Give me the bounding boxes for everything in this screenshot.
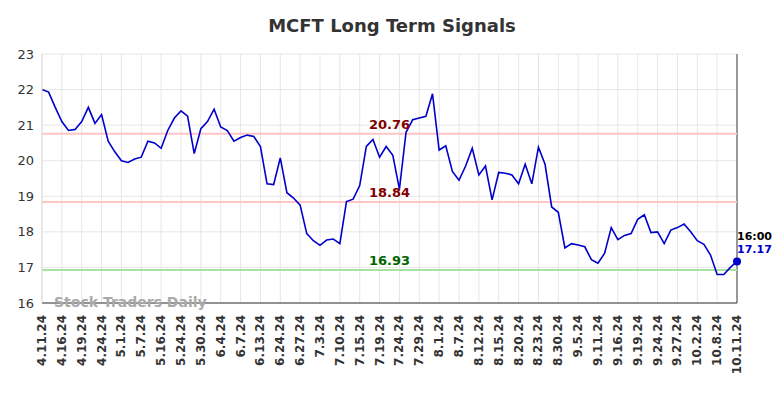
svg-text:4.11.24: 4.11.24	[35, 315, 49, 366]
svg-text:4.24.24: 4.24.24	[95, 315, 109, 366]
svg-text:18.84: 18.84	[369, 185, 410, 200]
svg-text:23: 23	[17, 47, 34, 62]
svg-text:7.29.24: 7.29.24	[412, 315, 426, 366]
svg-text:16.93: 16.93	[369, 253, 410, 268]
svg-text:7.3.24: 7.3.24	[313, 315, 327, 358]
svg-text:9.16.24: 9.16.24	[611, 315, 625, 366]
svg-text:6.13.24: 6.13.24	[253, 315, 267, 366]
svg-text:7.24.24: 7.24.24	[392, 315, 406, 366]
svg-text:4.16.24: 4.16.24	[55, 315, 69, 366]
svg-text:22: 22	[17, 82, 34, 97]
html-text:Stock Traders Daily: Stock Traders Daily	[54, 294, 207, 310]
svg-text:5.1.24: 5.1.24	[114, 315, 128, 358]
svg-text:5.7.24: 5.7.24	[134, 315, 148, 358]
svg-text:20.76: 20.76	[369, 117, 410, 132]
svg-text:7.19.24: 7.19.24	[373, 315, 387, 366]
svg-text:9.27.24: 9.27.24	[670, 315, 684, 366]
svg-text:21: 21	[17, 118, 34, 133]
svg-text:6.7.24: 6.7.24	[234, 315, 248, 358]
svg-text:20: 20	[17, 153, 34, 168]
svg-text:9.24.24: 9.24.24	[651, 315, 665, 366]
svg-text:8.12.24: 8.12.24	[472, 315, 486, 366]
svg-text:7.10.24: 7.10.24	[333, 315, 347, 366]
svg-text:9.11.24: 9.11.24	[591, 315, 605, 366]
svg-text:4.19.24: 4.19.24	[75, 315, 89, 366]
svg-text:6.24.24: 6.24.24	[273, 315, 287, 366]
svg-text:5.16.24: 5.16.24	[154, 315, 168, 366]
svg-text:19: 19	[17, 189, 34, 204]
svg-text:10.2.24: 10.2.24	[690, 315, 704, 366]
svg-text:5.30.24: 5.30.24	[194, 315, 208, 366]
svg-text:8.20.24: 8.20.24	[512, 315, 526, 366]
svg-text:16: 16	[17, 296, 34, 311]
svg-text:9.19.24: 9.19.24	[631, 315, 645, 366]
svg-text:8.23.24: 8.23.24	[531, 315, 545, 366]
html-text:MCFT Long Term Signals: MCFT Long Term Signals	[268, 15, 516, 36]
svg-text:10.11.24: 10.11.24	[730, 315, 744, 374]
svg-text:5.24.24: 5.24.24	[174, 315, 188, 366]
svg-text:8.15.24: 8.15.24	[492, 315, 506, 366]
svg-text:17: 17	[17, 260, 34, 275]
svg-text:6.27.24: 6.27.24	[293, 315, 307, 366]
svg-text:6.4.24: 6.4.24	[214, 315, 228, 358]
svg-text:17.17: 17.17	[737, 243, 772, 256]
svg-text:10.8.24: 10.8.24	[710, 315, 724, 366]
svg-text:8.1.24: 8.1.24	[432, 315, 446, 358]
svg-text:16:00: 16:00	[737, 230, 772, 243]
svg-text:9.5.24: 9.5.24	[571, 315, 585, 358]
svg-text:8.7.24: 8.7.24	[452, 315, 466, 358]
svg-text:18: 18	[17, 224, 34, 239]
svg-text:7.15.24: 7.15.24	[353, 315, 367, 366]
svg-text:8.30.24: 8.30.24	[551, 315, 565, 366]
